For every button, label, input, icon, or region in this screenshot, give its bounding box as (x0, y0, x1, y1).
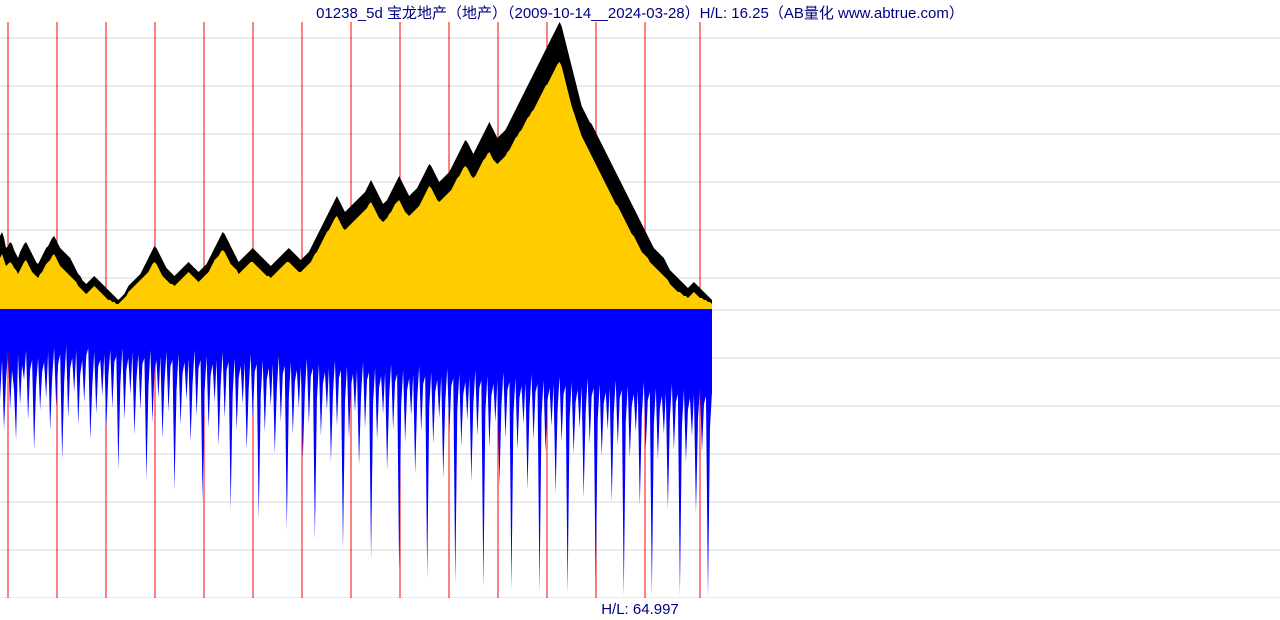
chart-title: 01238_5d 宝龙地产（地产）（2009-10-14__2024-03-28… (0, 2, 1280, 23)
chart-area (0, 22, 1280, 598)
chart-svg (0, 22, 1280, 598)
bottom-hl-label: H/L: 64.997 (0, 601, 1280, 618)
